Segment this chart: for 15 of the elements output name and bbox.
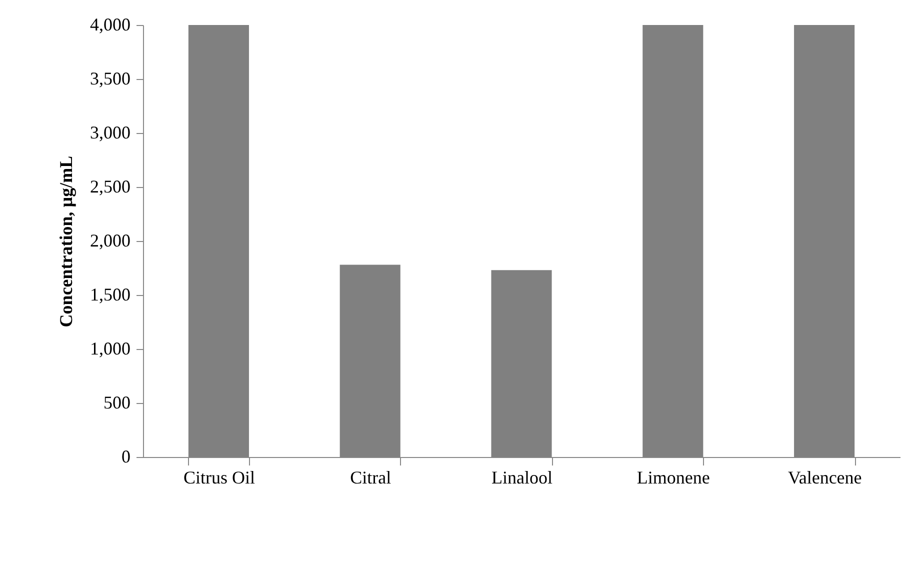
y-tick-label: 2,500 xyxy=(90,176,130,196)
y-tick-label: 3,500 xyxy=(90,68,130,88)
y-tick-label: 2,000 xyxy=(90,230,130,250)
x-tick-label: Valencene xyxy=(788,468,862,488)
y-tick-label: 500 xyxy=(104,392,130,412)
y-tick-label: 3,000 xyxy=(90,122,130,142)
x-tick-label: Linalool xyxy=(492,468,552,488)
y-tick-label: 1,000 xyxy=(90,338,130,358)
y-tick-label: 0 xyxy=(122,446,130,466)
y-tick-label: 4,000 xyxy=(90,14,130,34)
x-tick-label: Citral xyxy=(350,468,392,488)
x-tick-label: Limonene xyxy=(636,468,710,488)
x-tick-label: Citrus Oil xyxy=(183,468,255,488)
y-axis-title: Concentration, µg/mL xyxy=(56,156,76,328)
y-tick-label: 1,500 xyxy=(90,284,130,304)
